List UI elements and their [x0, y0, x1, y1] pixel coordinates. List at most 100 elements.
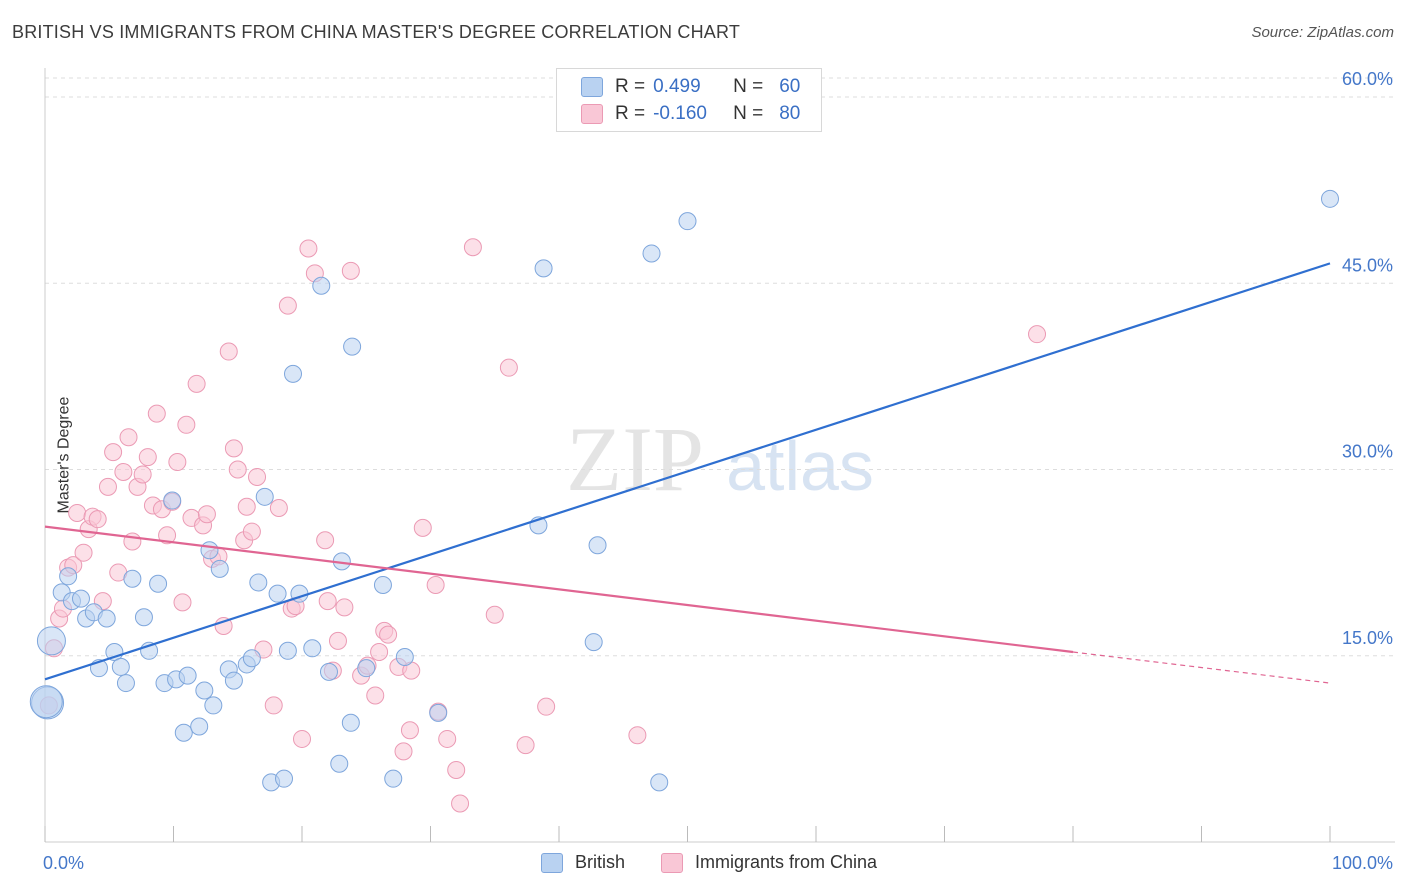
china-point: [269, 498, 288, 517]
british-point: [284, 364, 303, 383]
british-point: [174, 723, 193, 742]
british-point: [278, 641, 297, 660]
british-swatch: [581, 77, 603, 97]
r-value: 0.499: [653, 76, 701, 97]
r-label: R =: [615, 103, 646, 124]
chart-title: BRITISH VS IMMIGRANTS FROM CHINA MASTER'…: [12, 22, 741, 42]
china-swatch: [661, 852, 683, 873]
british-point: [163, 491, 182, 510]
r-value: -0.160: [653, 103, 707, 124]
china-label: Immigrants from China: [695, 852, 878, 872]
china-point: [316, 531, 335, 550]
china-point: [537, 697, 556, 716]
british-swatch: [541, 852, 563, 873]
watermark-atlas: atlas: [726, 427, 874, 505]
x-tick-label: 100.0%: [1332, 853, 1393, 873]
british-point: [268, 584, 287, 603]
british-point: [97, 609, 116, 628]
china-point: [438, 729, 457, 748]
legend-row-china: R = -0.160 N = 80: [581, 102, 801, 126]
british-point: [678, 212, 697, 231]
china-point: [242, 522, 261, 541]
n-value: 80: [779, 103, 801, 124]
british-point: [210, 559, 229, 578]
british-point: [330, 754, 349, 773]
china-trend-extension: [1072, 651, 1331, 684]
china-point: [248, 467, 267, 486]
british-point: [588, 536, 607, 555]
british-point: [178, 666, 197, 685]
british-trend-line: [44, 262, 1331, 681]
china-point: [147, 404, 166, 423]
british-point: [224, 671, 243, 690]
r-label: R =: [615, 76, 646, 97]
china-point: [173, 593, 192, 612]
china-point: [119, 428, 138, 447]
china-point: [133, 465, 152, 484]
british-point: [275, 769, 294, 788]
british-point: [373, 575, 392, 594]
china-point: [158, 526, 177, 545]
british-point: [384, 769, 403, 788]
china-point: [1028, 325, 1047, 344]
british-point: [200, 541, 219, 560]
british-point: [190, 717, 209, 736]
watermark: ZIP atlas: [566, 408, 874, 510]
british-point: [319, 662, 338, 681]
axes: [44, 68, 1395, 843]
british-point: [249, 573, 268, 592]
china-point: [318, 592, 337, 611]
n-label: N =: [733, 103, 764, 124]
china-point: [168, 453, 187, 472]
x-tick-label: 0.0%: [43, 853, 84, 873]
british-point: [134, 608, 153, 627]
british-point: [255, 487, 274, 506]
british-point: [71, 589, 90, 608]
british-point: [29, 685, 63, 719]
china-point: [463, 238, 482, 257]
china-point: [426, 575, 445, 594]
china-point: [224, 439, 243, 458]
british-point: [642, 244, 661, 263]
trend-lines: [44, 262, 1331, 684]
china-point: [197, 505, 216, 524]
british-point: [123, 569, 142, 588]
china-point: [516, 736, 535, 755]
china-point: [138, 448, 157, 467]
y-tick-label: 60.0%: [1342, 69, 1393, 89]
china-point: [98, 477, 117, 496]
y-tick-label: 30.0%: [1342, 442, 1393, 462]
n-value: 60: [779, 76, 801, 97]
british-point: [111, 657, 130, 676]
british-point: [395, 647, 414, 666]
china-point: [379, 625, 398, 644]
china-point: [88, 510, 107, 529]
british-point: [341, 713, 360, 732]
british-point: [312, 276, 331, 295]
british-point: [195, 681, 214, 700]
china-point: [628, 726, 647, 745]
british-label: British: [575, 852, 626, 872]
china-point: [187, 374, 206, 393]
china-point: [335, 598, 354, 617]
china-point: [341, 261, 360, 280]
china-point: [228, 460, 247, 479]
british-points: [29, 189, 1339, 792]
china-point: [413, 518, 432, 537]
legend-item-china[interactable]: Immigrants from China: [661, 852, 877, 873]
china-point: [278, 296, 297, 315]
y-tick-label: 45.0%: [1342, 255, 1393, 275]
n-label: N =: [733, 76, 764, 97]
british-point: [59, 567, 78, 586]
china-point: [451, 794, 470, 813]
legend-row-british: R = 0.499 N = 60: [581, 75, 801, 99]
china-trend-line: [44, 525, 1074, 654]
china-point: [299, 239, 318, 258]
china-point: [293, 729, 311, 748]
gridlines: [45, 77, 1395, 657]
china-point: [264, 696, 283, 715]
correlation-legend: R = 0.499 N = 60 R = -0.160 N = 80: [556, 68, 822, 132]
china-point: [499, 358, 518, 377]
legend-item-british[interactable]: British: [541, 852, 625, 873]
